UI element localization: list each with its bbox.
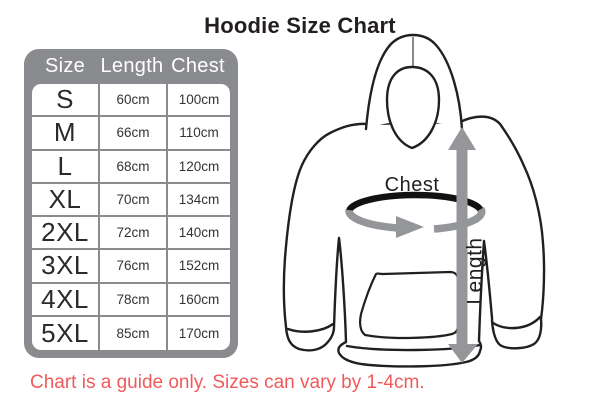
length-cell: 60cm: [98, 84, 166, 118]
chest-arrow-head: [396, 216, 424, 238]
page-title: Hoodie Size Chart: [204, 13, 396, 38]
chest-cell: 152cm: [166, 250, 230, 284]
chest-cell: 100cm: [166, 84, 230, 118]
chest-cell: 110cm: [166, 117, 230, 151]
hoodie-diagram: Chest Length: [282, 33, 546, 368]
chest-arc-black: [345, 191, 485, 213]
hoodie-body-outline: [282, 115, 546, 368]
column-header-chest: Chest: [171, 55, 225, 77]
chest-cell: 134cm: [166, 183, 230, 217]
chest-cell: 160cm: [166, 283, 230, 317]
column-header-length: Length: [100, 55, 164, 77]
size-cell: XL: [32, 184, 98, 217]
size-cell: L: [32, 151, 98, 184]
length-cell: 68cm: [98, 150, 166, 184]
size-cell: 4XL: [32, 284, 98, 317]
column-header-size: Size: [44, 55, 86, 77]
length-label: Length: [464, 237, 487, 304]
size-table-header: Size Length Chest: [32, 49, 230, 84]
right-cuff-seam-line: [491, 315, 542, 330]
chest-cell: 120cm: [166, 150, 230, 184]
hood-outline: [364, 33, 464, 131]
size-cell: 3XL: [32, 250, 98, 284]
chest-cell: 140cm: [166, 217, 230, 251]
length-cell: 76cm: [98, 250, 166, 284]
chest-arc-gray-right: [433, 207, 486, 233]
chest-arc-gray-left: [345, 209, 399, 232]
length-cell: 85cm: [98, 316, 166, 350]
length-cell: 78cm: [98, 283, 166, 317]
size-cell: 2XL: [32, 217, 98, 251]
disclaimer-note: Chart is a guide only. Sizes can vary by…: [30, 372, 425, 393]
length-arrow-up-head: [448, 127, 476, 150]
size-cell: M: [32, 117, 98, 151]
length-cell: 66cm: [98, 117, 166, 151]
length-arrow-down-head: [448, 344, 478, 363]
chest-label: Chest: [385, 174, 440, 196]
pocket-outline: [358, 270, 460, 340]
size-table-body: S 60cm 100cm M 66cm 110cm L 68cm 120cm X…: [32, 84, 230, 350]
left-cuff-seam-line: [286, 322, 335, 333]
size-cell: 5XL: [41, 317, 89, 348]
size-table: Size Length Chest S 60cm 100cm M 66cm 11…: [24, 49, 238, 358]
hood-opening-outline: [385, 65, 441, 150]
size-cell: S: [32, 84, 98, 118]
length-cell: 72cm: [98, 217, 166, 251]
length-cell: 70cm: [98, 183, 166, 217]
chest-cell: 170cm: [166, 316, 230, 350]
